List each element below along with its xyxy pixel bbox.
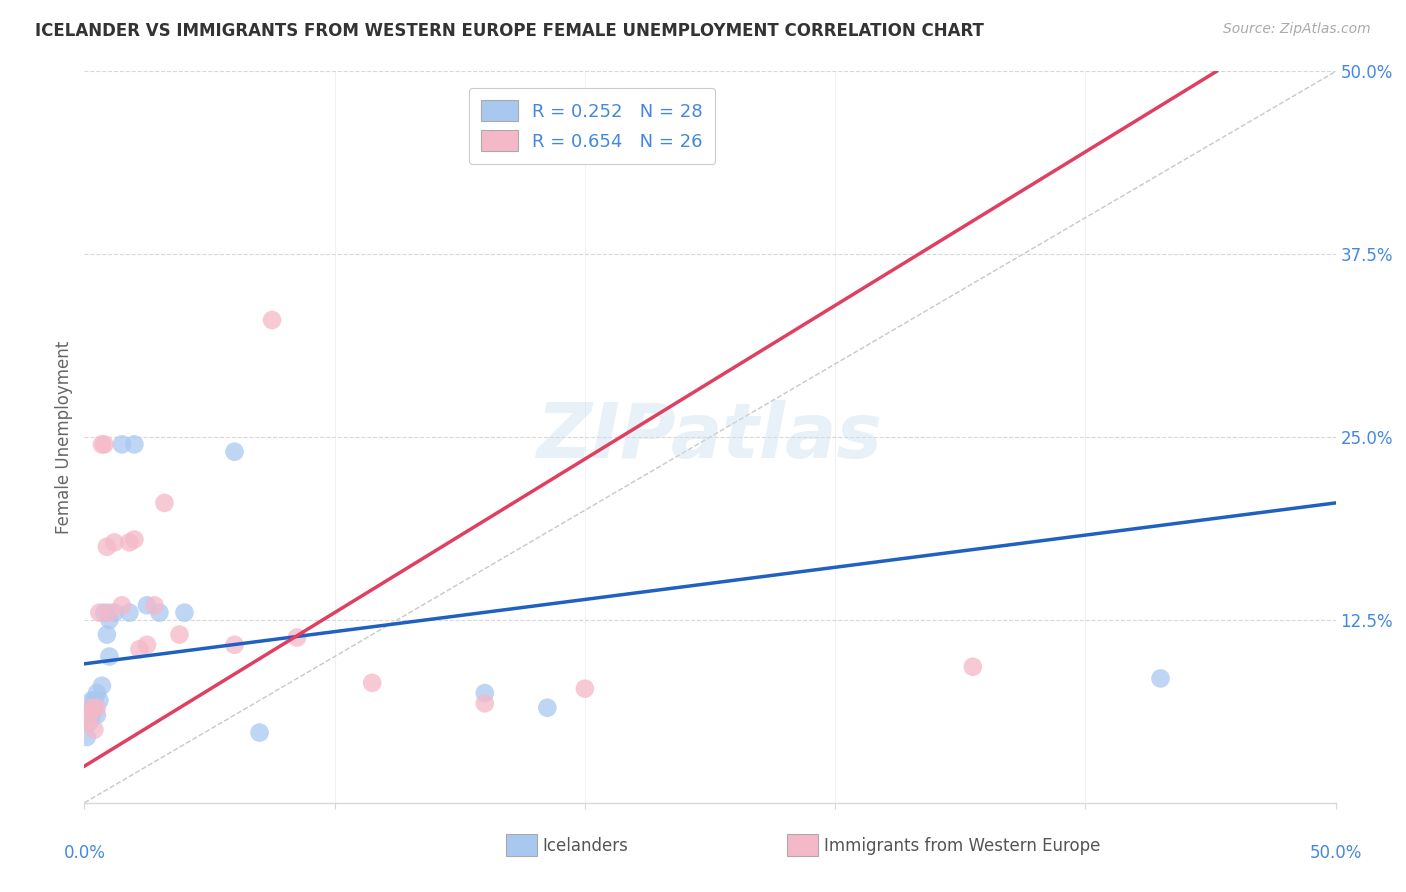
Point [83,723,105,737]
Point [83,700,105,714]
Point [536,700,558,714]
Point [224,444,246,458]
Point [89,693,111,707]
Point [103,535,125,549]
Text: Immigrants from Western Europe: Immigrants from Western Europe [824,837,1101,855]
Text: 0.0%: 0.0% [63,845,105,863]
Point [574,681,596,696]
Point [80,700,103,714]
Point [474,686,496,700]
Text: Source: ZipAtlas.com: Source: ZipAtlas.com [1223,22,1371,37]
Point [136,638,159,652]
Point [90,437,112,451]
Point [128,642,150,657]
Point [1149,672,1171,686]
Point [86,686,108,700]
Point [361,676,384,690]
Point [98,606,121,620]
Point [124,437,146,451]
Point [86,708,108,723]
Point [96,627,118,641]
Point [136,599,159,613]
Point [93,437,115,451]
Point [76,715,98,730]
Point [153,496,176,510]
Text: ZIPatlas: ZIPatlas [537,401,883,474]
Point [111,599,134,613]
Point [98,613,121,627]
Point [224,638,246,652]
Point [83,693,105,707]
Point [79,708,101,723]
Point [80,700,103,714]
Point [86,700,108,714]
Y-axis label: Female Unemployment: Female Unemployment [55,341,73,533]
Point [169,627,191,641]
Point [962,659,984,673]
Point [118,535,141,549]
Point [98,649,121,664]
Point [474,696,496,710]
Text: ICELANDER VS IMMIGRANTS FROM WESTERN EUROPE FEMALE UNEMPLOYMENT CORRELATION CHAR: ICELANDER VS IMMIGRANTS FROM WESTERN EUR… [35,22,984,40]
Point [262,313,284,327]
Legend: R = 0.252   N = 28, R = 0.654   N = 26: R = 0.252 N = 28, R = 0.654 N = 26 [468,87,716,164]
Point [80,708,103,723]
Point [143,599,166,613]
Point [103,606,125,620]
Point [76,730,98,744]
Text: 50.0%: 50.0% [1309,845,1362,863]
Point [124,533,146,547]
Point [79,708,101,723]
Point [90,679,112,693]
Point [96,540,118,554]
Point [148,606,170,620]
Point [285,631,308,645]
Point [249,725,271,739]
Point [111,437,134,451]
Point [173,606,195,620]
Point [118,606,141,620]
Point [79,715,101,730]
Point [93,606,115,620]
Point [80,693,103,707]
Point [89,606,111,620]
Text: Icelanders: Icelanders [543,837,628,855]
